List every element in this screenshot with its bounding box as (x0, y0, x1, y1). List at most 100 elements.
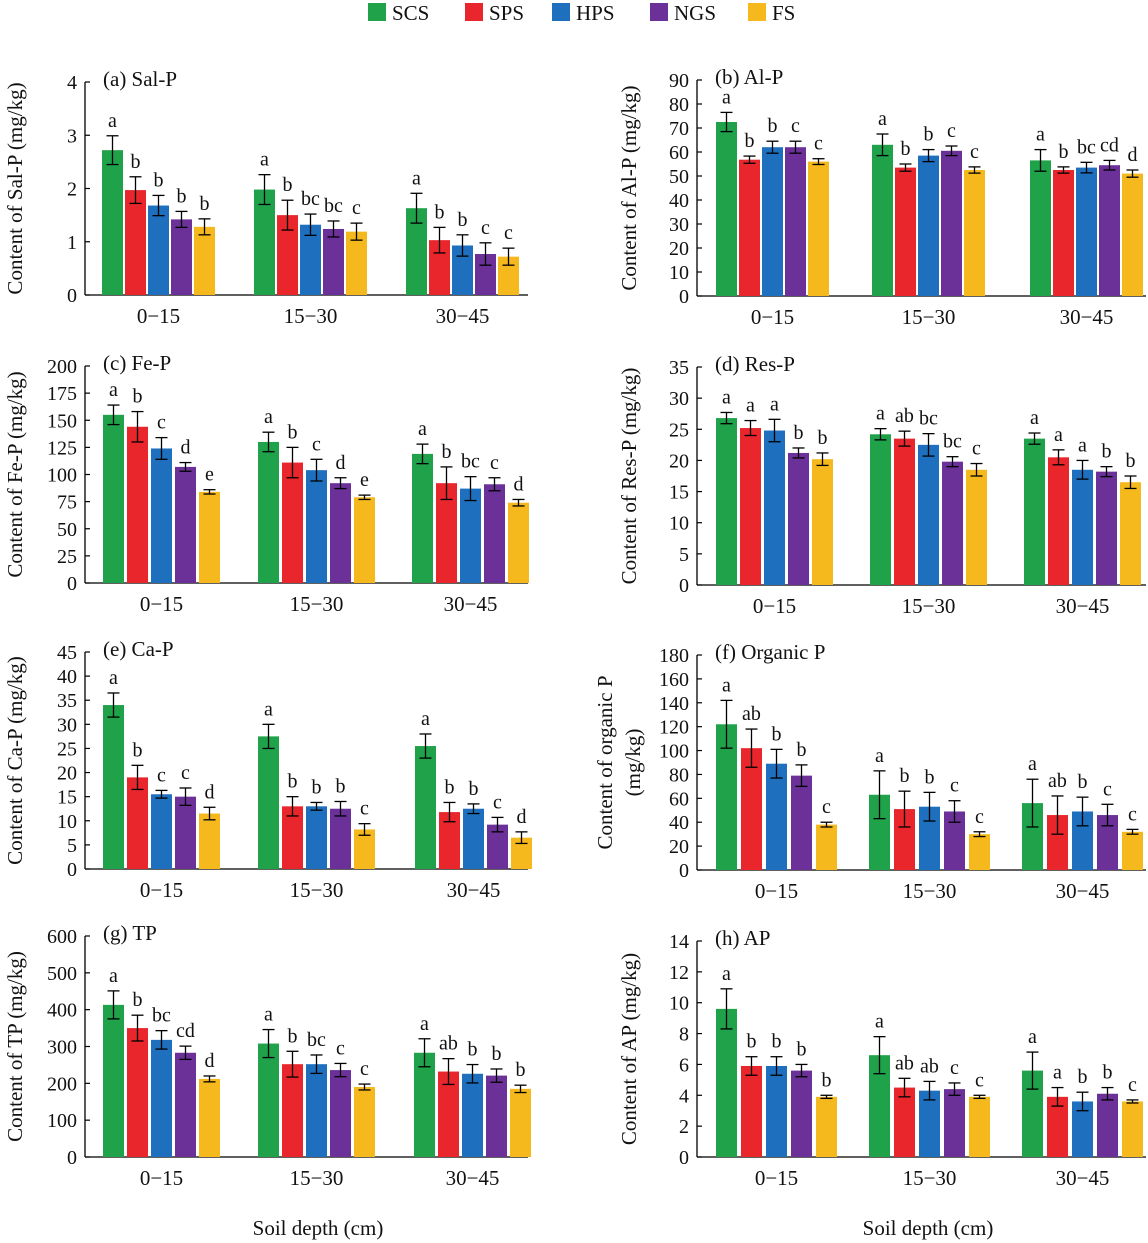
bar-sps (741, 748, 762, 870)
error-bar (440, 466, 453, 501)
significance-label: b (925, 766, 935, 788)
error-bar (1124, 475, 1137, 490)
error-bar (973, 1094, 986, 1100)
bar-scs (1024, 438, 1045, 585)
error-bar (152, 194, 165, 217)
error-bar (898, 1077, 911, 1098)
significance-label: a (264, 698, 273, 720)
bar-scs (716, 122, 737, 296)
bar-hps (766, 763, 787, 870)
bar-fs (354, 1087, 375, 1157)
bar-scs (103, 1004, 124, 1157)
error-bar (131, 410, 144, 443)
error-bar (334, 477, 347, 490)
significance-label: b (468, 1039, 478, 1061)
legend-label: SCS (392, 1, 429, 25)
bar-ngs (785, 147, 806, 296)
bar-ngs (941, 150, 962, 296)
significance-label: bc (307, 1029, 326, 1051)
bar-fs (498, 256, 519, 295)
y-tick-label: 180 (659, 645, 689, 667)
bar-scs (872, 144, 893, 296)
y-tick-label: 35 (669, 357, 689, 379)
error-bar (970, 462, 983, 477)
y-tick-label: 6 (679, 1054, 689, 1076)
panel-title: (e) Ca-P (103, 637, 174, 661)
significance-label: c (360, 1058, 369, 1080)
error-bar (768, 418, 781, 443)
chart-panel-7: 0 100 200 300 400 500 600 Content of TP (mg/kg)… (3, 921, 531, 1190)
error-bar (467, 803, 480, 815)
y-axis-label: Content of AP (mg/kg) (617, 953, 641, 1145)
error-bar (1057, 166, 1070, 174)
significance-label: c (157, 764, 166, 786)
error-bar (334, 1062, 347, 1078)
significance-label: b (1126, 450, 1136, 472)
error-bar (155, 789, 168, 799)
significance-label: ab (742, 703, 761, 725)
significance-label: c (1128, 803, 1137, 825)
significance-label: c (1103, 778, 1112, 800)
y-tick-label: 40 (669, 190, 689, 212)
error-bar (358, 1083, 371, 1091)
error-bar (948, 800, 961, 823)
y-axis-label-line-1: Content of organic P (593, 675, 617, 849)
chart-panel-4: 0 5 10 15 20 25 30 35 Content of Res-P (mg/kg) (d… (617, 352, 1146, 618)
bar-sps (429, 240, 450, 295)
significance-label: a (109, 965, 118, 987)
y-tick-label: 90 (669, 70, 689, 92)
error-bar (334, 800, 347, 817)
error-bar (922, 432, 935, 457)
y-tick-label: 20 (669, 836, 689, 858)
significance-label: a (876, 403, 885, 425)
bar-sps (438, 1071, 459, 1157)
bar-hps (151, 448, 172, 583)
bar-fs (969, 834, 990, 870)
significance-label: d (205, 1050, 215, 1072)
y-tick-label: 1 (67, 232, 77, 254)
bar-ngs (944, 811, 965, 870)
y-tick-label: 80 (669, 764, 689, 786)
error-bar (948, 1082, 961, 1096)
bar-ngs (1096, 471, 1117, 585)
error-bar (310, 801, 323, 811)
error-bar (203, 489, 216, 495)
significance-label: c (493, 791, 502, 813)
bar-sps (282, 1064, 303, 1157)
significance-label: a (264, 406, 273, 428)
error-bar (1052, 449, 1065, 466)
bar-ngs (175, 796, 196, 869)
bar-ngs (942, 461, 963, 585)
bar-scs (716, 418, 737, 585)
error-bar (491, 816, 504, 833)
significance-label: c (504, 222, 513, 244)
y-tick-label: 12 (669, 962, 689, 984)
y-tick-label: 10 (57, 811, 77, 833)
bar-fs (346, 231, 367, 295)
bar-fs (511, 837, 532, 869)
y-axis-label-line-2: (mg/kg) (621, 729, 645, 797)
significance-label: ab (895, 405, 914, 427)
panel-title: (c) Fe-P (103, 351, 171, 375)
error-bar (433, 226, 446, 254)
significance-label: b (283, 174, 293, 196)
bar-ngs (1097, 1093, 1118, 1157)
error-bar (770, 748, 783, 779)
y-axis-label: Content of TP (mg/kg) (3, 951, 27, 1142)
error-bar (512, 498, 525, 507)
error-bar (1026, 1051, 1039, 1090)
bar-sps (740, 428, 761, 585)
bar-hps (918, 155, 939, 296)
bar-hps (306, 806, 327, 869)
significance-label: b (200, 193, 210, 215)
y-tick-label: 25 (57, 738, 77, 760)
error-bar (945, 145, 958, 157)
significance-label: a (875, 745, 884, 767)
significance-label: a (109, 667, 118, 689)
x-axis-label-right: Soil depth (cm) (863, 1216, 994, 1240)
legend-label: FS (772, 1, 795, 25)
x-tick-label: 30−45 (436, 304, 490, 328)
error-bar (304, 213, 317, 237)
significance-label: b (818, 427, 828, 449)
